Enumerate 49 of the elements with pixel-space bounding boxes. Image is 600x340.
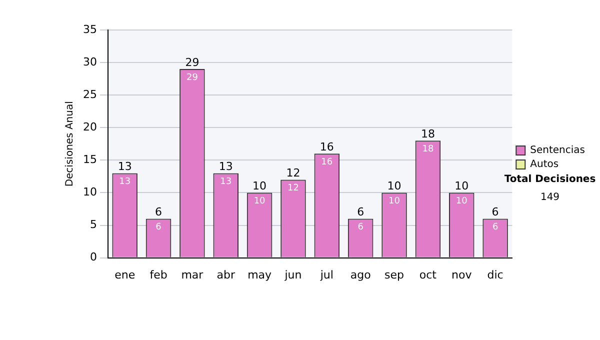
x-tick-label: may [248, 268, 272, 282]
data-label: 6 [492, 222, 498, 233]
y-tick-label: 35 [82, 22, 97, 36]
x-tick-label: feb [150, 268, 168, 282]
annotation: Total Decisiones [504, 174, 596, 185]
data-label: 6 [156, 222, 162, 233]
text: 149 [540, 192, 560, 203]
x-tick-label: jul [319, 268, 334, 282]
total-label: 13 [218, 160, 233, 174]
x-tick-label: mar [181, 268, 204, 282]
total-label: 6 [492, 206, 499, 219]
data-label: 12 [288, 184, 299, 194]
data-label: 10 [254, 196, 266, 207]
data-label: 18 [422, 144, 434, 155]
x-tick-label: nov [452, 268, 472, 282]
y-tick-label: 10 [82, 186, 97, 199]
data-label: 13 [119, 177, 131, 188]
total-label: 10 [454, 180, 469, 193]
legend-label: Sentencias [530, 145, 586, 156]
x-tick-label: jun [284, 268, 302, 282]
data-label: 16 [321, 158, 333, 168]
data-label: 10 [456, 196, 468, 207]
y-tick-label: 15 [82, 153, 97, 166]
total-label: 16 [320, 140, 334, 154]
total-label: 6 [155, 206, 162, 219]
legend-label: Autos [530, 159, 559, 170]
total-label: 29 [185, 56, 200, 70]
total-label: 10 [252, 180, 267, 193]
total-label: 6 [357, 206, 364, 219]
y-axis-title: Decisiones Anual [64, 101, 76, 187]
y-tick-label: 30 [82, 55, 97, 68]
total-label: 18 [420, 128, 435, 141]
total-label: 10 [387, 180, 402, 193]
total-label: 12 [286, 166, 300, 180]
y-tick-label: 20 [82, 120, 97, 134]
x-tick-label: abr [216, 268, 236, 282]
data-label: 29 [186, 73, 198, 84]
data-label: 13 [220, 177, 232, 188]
x-tick-label: ene [114, 268, 136, 282]
data-label: 6 [358, 222, 364, 233]
x-tick-label: ago [350, 268, 372, 282]
data-label: 10 [388, 196, 400, 207]
x-tick-label: sep [384, 268, 404, 282]
x-tick-label: dic [487, 268, 504, 282]
y-tick-label: 25 [82, 88, 97, 101]
total-label: 13 [118, 160, 132, 174]
y-tick-label: 5 [90, 218, 97, 232]
y-tick-label: 0 [90, 250, 97, 264]
x-tick-label: oct [419, 268, 438, 282]
